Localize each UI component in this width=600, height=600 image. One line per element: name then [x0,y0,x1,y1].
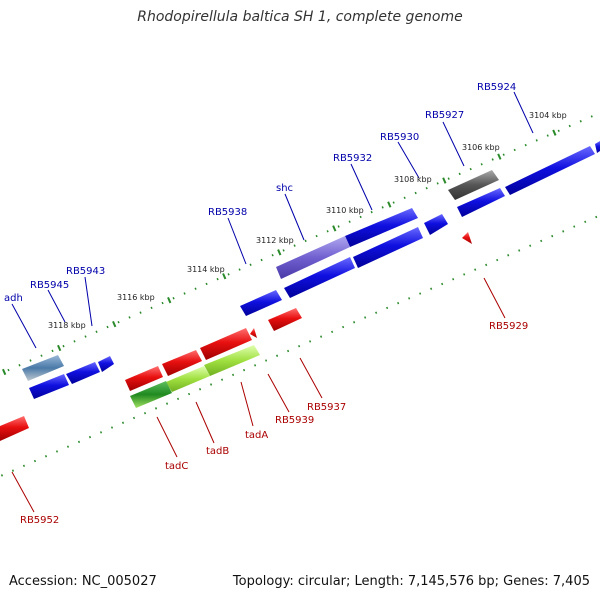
map-title: Rhodopirellula baltica SH 1, complete ge… [137,9,463,25]
gene-label[interactable]: RB5930 [380,132,419,143]
leader-line [240,381,254,427]
gene-forward[interactable] [284,257,355,298]
gene-label[interactable]: shc [276,183,293,194]
major-tick [112,320,117,328]
gene-forward[interactable] [595,141,600,153]
gene-label[interactable]: RB5939 [275,415,314,426]
leader-line [350,163,373,211]
gene-reverse[interactable] [125,366,163,391]
gene-forward[interactable] [424,214,448,235]
gene-reverse[interactable] [250,328,257,338]
gene-forward[interactable] [457,188,505,217]
leader-line [47,289,66,323]
gene-label[interactable]: RB5927 [425,110,464,121]
gene-label[interactable]: RB5952 [20,515,59,526]
gene-reverse[interactable] [162,350,202,376]
gene-reverse[interactable] [200,328,252,360]
leader-line [84,276,93,327]
gene-reverse[interactable] [462,232,472,244]
leader-line [513,91,534,134]
gene-adh[interactable] [22,355,64,381]
kbp-label: 3112 kbp [256,236,294,245]
gene-forward[interactable] [66,362,100,384]
gene-label[interactable]: RB5932 [333,153,372,164]
kbp-label: 3110 kbp [326,206,364,215]
accession-label: Accession: NC_005027 [9,574,157,589]
gene-forward[interactable] [345,208,418,247]
gene-label[interactable]: RB5945 [30,280,69,291]
leader-line [284,193,305,241]
tick-ring-inner [0,138,600,539]
leader-line [156,416,178,458]
gene-shc[interactable] [276,236,350,279]
major-tick [497,153,502,160]
major-tick [167,297,172,304]
leader-line [299,357,323,399]
gene-forward[interactable] [353,227,423,268]
gene-reverse[interactable] [0,416,29,441]
major-tick [332,225,337,232]
major-tick [222,273,227,280]
kbp-label: 3114 kbp [187,265,225,274]
leader-line [195,401,215,444]
leader-line [11,471,35,513]
gene-forward[interactable] [29,374,69,399]
gene-label[interactable]: RB5929 [489,321,528,332]
gene-tadC[interactable] [130,381,172,408]
gene-label[interactable]: tadC [165,461,188,472]
major-tick [552,129,557,136]
major-tick [442,177,447,184]
gene-forward[interactable] [505,146,595,195]
major-tick [277,249,282,256]
gene-label[interactable]: tadA [245,430,268,441]
leader-line [397,141,420,179]
kbp-label: 3104 kbp [529,111,567,120]
gene-tadA[interactable] [204,345,260,376]
leader-line [11,303,37,349]
backbone [0,96,600,500]
major-tick [387,201,392,208]
gene-label[interactable]: RB5937 [307,402,346,413]
leader-line [442,121,465,167]
kbp-label: 3116 kbp [117,293,155,302]
leader-line [227,217,247,265]
leader-line [483,277,506,319]
kbp-label: 3118 kbp [48,321,86,330]
gene-label[interactable]: RB5943 [66,266,105,277]
major-tick [2,368,7,376]
gene-label[interactable]: RB5938 [208,207,247,218]
major-tick [57,344,62,352]
kbp-label: 3106 kbp [462,143,500,152]
topology-label: Topology: circular; Length: 7,145,576 bp… [232,574,590,589]
kbp-label: 3108 kbp [394,175,432,184]
gene-tadB[interactable] [166,366,210,392]
gene-reverse[interactable] [268,308,302,331]
leader-line [267,373,290,413]
tick-ring-outer [0,52,600,453]
gene-label[interactable]: adh [4,293,23,304]
gene-pseudo[interactable] [448,170,499,200]
gene-label[interactable]: tadB [206,446,229,457]
gene-label[interactable]: RB5924 [477,82,516,93]
gene-forward[interactable] [240,290,282,316]
gene-forward[interactable] [98,356,114,372]
